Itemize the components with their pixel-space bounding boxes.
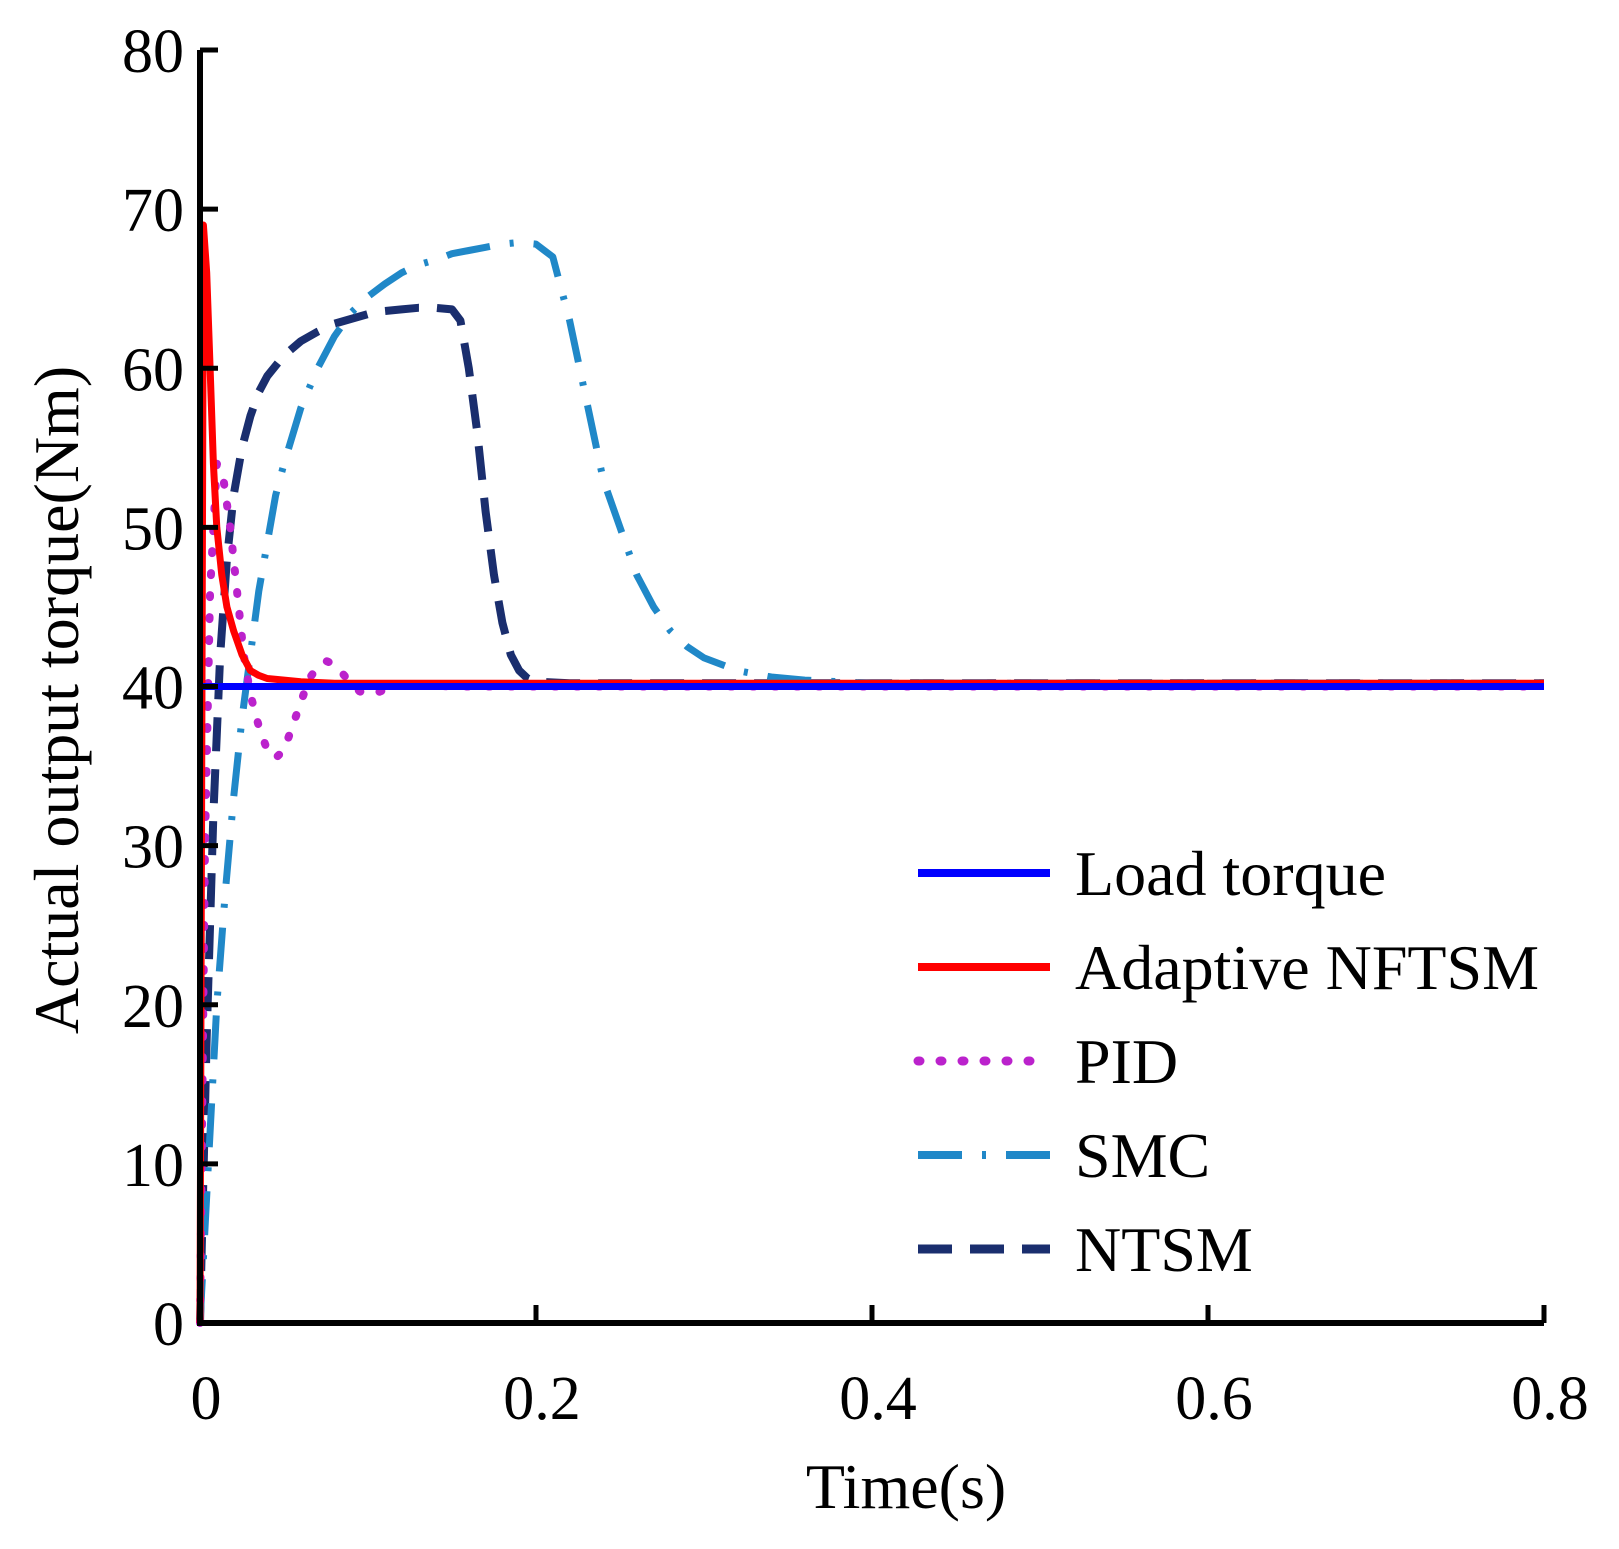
x-axis-title: Time(s) bbox=[806, 1451, 1006, 1522]
series-line-ntsm bbox=[196, 303, 1544, 1324]
series-line-smc bbox=[196, 239, 1544, 1324]
legend-label-load-torque: Load torque bbox=[1075, 838, 1386, 909]
legend-label-ntsm: NTSM bbox=[1075, 1214, 1253, 1285]
legend-label-smc: SMC bbox=[1075, 1120, 1210, 1191]
x-tick-label: 0.8 bbox=[1511, 1365, 1589, 1433]
x-tick-label: 0.6 bbox=[1175, 1365, 1253, 1433]
legend-label-pid: PID bbox=[1075, 1026, 1178, 1097]
x-tick-label: 0.4 bbox=[839, 1365, 917, 1433]
y-tick-label: 80 bbox=[122, 18, 184, 86]
y-tick-label: 0 bbox=[153, 1291, 184, 1359]
y-tick-label: 10 bbox=[122, 1132, 184, 1200]
legend: Load torque Adaptive NFTSM PID SMC NTSM bbox=[913, 838, 1539, 1285]
legend-label-adaptive-nftsm: Adaptive NFTSM bbox=[1075, 932, 1539, 1003]
y-axis-title: Actual output torque(Nm) bbox=[21, 366, 92, 1034]
y-tick-label: 50 bbox=[122, 495, 184, 563]
x-tick-label: 0 bbox=[191, 1365, 222, 1433]
series-line-pid bbox=[196, 459, 1548, 1327]
y-tick-label: 40 bbox=[122, 655, 184, 723]
y-tick-label: 70 bbox=[122, 177, 184, 245]
y-tick-label: 60 bbox=[122, 336, 184, 404]
series-layer bbox=[196, 221, 1548, 1327]
y-tick-label: 30 bbox=[122, 814, 184, 882]
ticks-layer: 0 0.2 0.4 0.6 0.8 0 10 20 30 40 50 60 70 80 bbox=[122, 18, 1589, 1433]
x-tick-label: 0.2 bbox=[503, 1365, 581, 1433]
y-tick-label: 20 bbox=[122, 973, 184, 1041]
series-line-adaptive-nftsm bbox=[196, 221, 1544, 1324]
